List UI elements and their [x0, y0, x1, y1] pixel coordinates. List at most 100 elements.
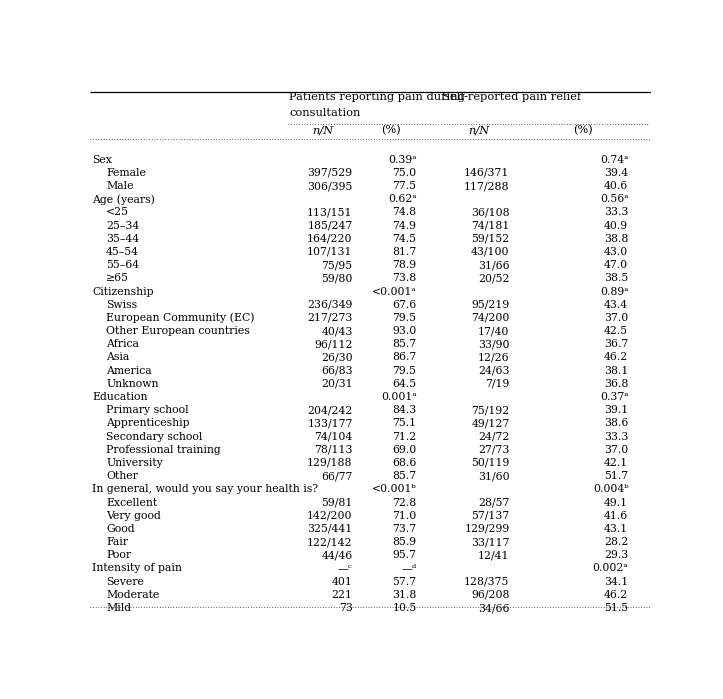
Text: 33.3: 33.3: [604, 208, 628, 217]
Text: Good: Good: [106, 524, 134, 534]
Text: 107/131: 107/131: [307, 247, 353, 257]
Text: 59/81: 59/81: [321, 498, 353, 507]
Text: 37.0: 37.0: [604, 445, 628, 455]
Text: 31/66: 31/66: [478, 260, 510, 270]
Text: 0.001ᵃ: 0.001ᵃ: [381, 392, 416, 402]
Text: 85.7: 85.7: [393, 339, 416, 350]
Text: 39.1: 39.1: [604, 405, 628, 415]
Text: 28/57: 28/57: [478, 498, 510, 507]
Text: 75/192: 75/192: [471, 405, 510, 415]
Text: 33/90: 33/90: [478, 339, 510, 350]
Text: 31.8: 31.8: [392, 590, 416, 600]
Text: 77.5: 77.5: [393, 181, 416, 191]
Text: 85.7: 85.7: [393, 471, 416, 481]
Text: Apprenticeship: Apprenticeship: [106, 419, 189, 428]
Text: 50/119: 50/119: [471, 458, 510, 468]
Text: 81.7: 81.7: [393, 247, 416, 257]
Text: 236/349: 236/349: [307, 300, 353, 310]
Text: <0.001ᵇ: <0.001ᵇ: [372, 484, 416, 494]
Text: 78/113: 78/113: [314, 445, 353, 455]
Text: 96/208: 96/208: [471, 590, 510, 600]
Text: 46.2: 46.2: [604, 590, 628, 600]
Text: 75.1: 75.1: [393, 419, 416, 428]
Text: 128/375: 128/375: [464, 577, 510, 586]
Text: Very good: Very good: [106, 511, 161, 521]
Text: 73: 73: [339, 603, 353, 613]
Text: In general, would you say your health is?: In general, would you say your health is…: [92, 484, 318, 494]
Text: 43/100: 43/100: [471, 247, 510, 257]
Text: Professional training: Professional training: [106, 445, 221, 455]
Text: 42.1: 42.1: [604, 458, 628, 468]
Text: 72.8: 72.8: [393, 498, 416, 507]
Text: 74/181: 74/181: [471, 221, 510, 231]
Text: 73.8: 73.8: [393, 273, 416, 283]
Text: 39.4: 39.4: [604, 168, 628, 178]
Text: Mild: Mild: [106, 603, 131, 613]
Text: 28.2: 28.2: [604, 537, 628, 547]
Text: 78.9: 78.9: [393, 260, 416, 270]
Text: (%): (%): [381, 125, 401, 136]
Text: Age (years): Age (years): [92, 194, 155, 205]
Text: 74/200: 74/200: [471, 313, 510, 323]
Text: 64.5: 64.5: [393, 379, 416, 389]
Text: Secondary school: Secondary school: [106, 431, 202, 442]
Text: 79.5: 79.5: [393, 366, 416, 375]
Text: 49/127: 49/127: [471, 419, 510, 428]
Text: 164/220: 164/220: [307, 233, 353, 244]
Text: 146/371: 146/371: [464, 168, 510, 178]
Text: University: University: [106, 458, 163, 468]
Text: 129/188: 129/188: [307, 458, 353, 468]
Text: 95.7: 95.7: [393, 550, 416, 561]
Text: 74.8: 74.8: [393, 208, 416, 217]
Text: 20/31: 20/31: [321, 379, 353, 389]
Text: Severe: Severe: [106, 577, 144, 586]
Text: 113/151: 113/151: [307, 208, 353, 217]
Text: 397/529: 397/529: [307, 168, 353, 178]
Text: 95/219: 95/219: [471, 300, 510, 310]
Text: 0.002ᵃ: 0.002ᵃ: [593, 563, 628, 573]
Text: 74.5: 74.5: [393, 233, 416, 244]
Text: 40.6: 40.6: [604, 181, 628, 191]
Text: 0.56ᵃ: 0.56ᵃ: [600, 194, 628, 204]
Text: 85.9: 85.9: [393, 537, 416, 547]
Text: <0.001ᵃ: <0.001ᵃ: [372, 287, 416, 296]
Text: 129/299: 129/299: [464, 524, 510, 534]
Text: 44/46: 44/46: [321, 550, 353, 561]
Text: America: America: [106, 366, 152, 375]
Text: Intensity of pain: Intensity of pain: [92, 563, 182, 573]
Text: 40.9: 40.9: [604, 221, 628, 231]
Text: 55–64: 55–64: [106, 260, 140, 270]
Text: European Community (EC): European Community (EC): [106, 313, 254, 324]
Text: Unknown: Unknown: [106, 379, 158, 389]
Text: 66/83: 66/83: [321, 366, 353, 375]
Text: 117/288: 117/288: [464, 181, 510, 191]
Text: <25: <25: [106, 208, 129, 217]
Text: 42.5: 42.5: [604, 326, 628, 336]
Text: 0.62ᵃ: 0.62ᵃ: [388, 194, 416, 204]
Text: 12/41: 12/41: [478, 550, 510, 561]
Text: 142/200: 142/200: [307, 511, 353, 521]
Text: 67.6: 67.6: [393, 300, 416, 310]
Text: 43.4: 43.4: [604, 300, 628, 310]
Text: 43.1: 43.1: [604, 524, 628, 534]
Text: 34/66: 34/66: [478, 603, 510, 613]
Text: 49.1: 49.1: [604, 498, 628, 507]
Text: 17/40: 17/40: [478, 326, 510, 336]
Text: Swiss: Swiss: [106, 300, 137, 310]
Text: 74/104: 74/104: [315, 431, 353, 442]
Text: 96/112: 96/112: [314, 339, 353, 350]
Text: 36.7: 36.7: [604, 339, 628, 350]
Text: 10.5: 10.5: [393, 603, 416, 613]
Text: Asia: Asia: [106, 352, 129, 363]
Text: Moderate: Moderate: [106, 590, 159, 600]
Text: consultation: consultation: [289, 108, 361, 117]
Text: 69.0: 69.0: [393, 445, 416, 455]
Text: 36/108: 36/108: [471, 208, 510, 217]
Text: Other: Other: [106, 471, 138, 481]
Text: 122/142: 122/142: [307, 537, 353, 547]
Text: 36.8: 36.8: [604, 379, 628, 389]
Text: 401: 401: [332, 577, 353, 586]
Text: Poor: Poor: [106, 550, 131, 561]
Text: 306/395: 306/395: [307, 181, 353, 191]
Text: 43.0: 43.0: [604, 247, 628, 257]
